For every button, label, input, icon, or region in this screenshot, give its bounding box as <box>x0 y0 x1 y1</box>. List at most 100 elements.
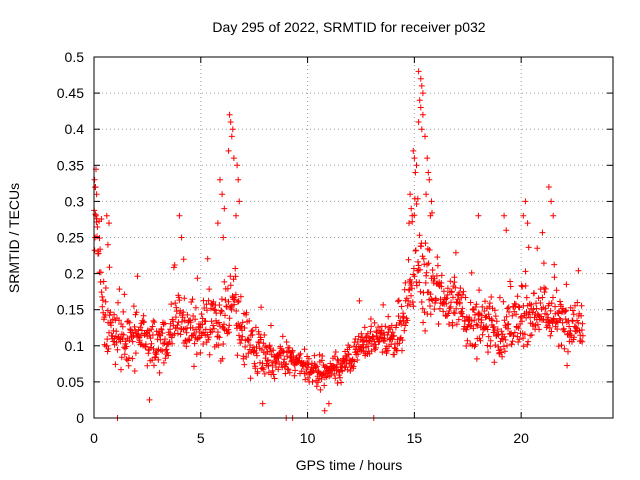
data-point <box>160 359 167 366</box>
data-point <box>317 386 324 393</box>
data-point <box>524 220 531 227</box>
data-point <box>199 321 206 328</box>
data-point <box>507 331 514 338</box>
data-point <box>387 326 394 333</box>
data-point <box>417 288 424 295</box>
data-point <box>533 305 540 312</box>
data-point <box>218 308 225 315</box>
data-point <box>226 329 232 336</box>
data-point <box>379 349 386 356</box>
data-point <box>425 260 432 267</box>
data-point <box>550 294 556 301</box>
data-point <box>215 342 222 349</box>
data-point <box>98 216 105 222</box>
data-point <box>540 316 547 323</box>
data-point <box>579 320 586 327</box>
data-point <box>188 299 195 305</box>
data-point <box>484 342 491 349</box>
data-point <box>334 356 341 363</box>
data-point <box>204 255 211 262</box>
data-point <box>569 307 576 314</box>
data-point <box>411 273 418 280</box>
data-point <box>496 294 503 301</box>
data-point <box>247 375 254 382</box>
data-point <box>434 254 441 261</box>
data-point <box>192 304 199 311</box>
data-point <box>157 336 164 343</box>
data-point <box>408 280 415 287</box>
data-point <box>523 294 530 301</box>
data-point <box>336 372 343 379</box>
data-point <box>579 338 586 345</box>
data-point <box>264 348 271 355</box>
data-point <box>467 299 474 306</box>
data-point <box>431 306 438 313</box>
data-point <box>507 283 514 290</box>
x-tick-label: 0 <box>90 430 98 446</box>
data-point <box>224 285 231 292</box>
data-point <box>418 82 425 89</box>
data-point <box>339 368 346 375</box>
data-point <box>445 310 452 317</box>
data-point <box>132 350 139 357</box>
data-point <box>222 297 229 303</box>
data-point <box>229 126 236 133</box>
data-point <box>174 322 181 329</box>
data-point <box>561 345 568 352</box>
data-point <box>156 369 163 376</box>
data-point <box>164 349 171 356</box>
data-point <box>232 291 239 298</box>
data-point <box>321 407 328 414</box>
data-point <box>253 350 260 356</box>
data-point <box>286 344 293 351</box>
data-point <box>334 361 340 368</box>
data-point <box>221 278 228 285</box>
data-point <box>215 319 222 326</box>
data-point <box>232 265 239 272</box>
data-point <box>345 351 352 358</box>
data-point <box>422 327 429 334</box>
data-point <box>344 356 350 362</box>
data-point <box>116 286 123 293</box>
data-point <box>422 133 428 140</box>
data-point <box>95 250 102 257</box>
data-point <box>412 169 419 176</box>
data-point <box>97 269 104 276</box>
data-point <box>162 336 168 343</box>
data-point <box>248 328 255 335</box>
data-point <box>197 324 204 331</box>
data-point <box>546 318 553 325</box>
x-tick-label: 20 <box>513 430 529 446</box>
y-tick-label: 0.45 <box>57 85 84 101</box>
data-point <box>459 305 466 312</box>
data-point <box>423 191 430 198</box>
data-point <box>194 275 201 282</box>
data-point <box>354 357 361 363</box>
data-point <box>231 296 238 303</box>
data-point <box>578 327 585 333</box>
data-point <box>258 304 265 311</box>
data-point <box>456 300 463 307</box>
data-point <box>501 317 508 324</box>
data-point <box>184 311 191 318</box>
data-point <box>456 289 463 296</box>
data-point <box>247 342 253 349</box>
y-tick-label: 0.4 <box>65 121 85 137</box>
data-point <box>214 220 221 227</box>
data-point <box>265 363 272 369</box>
data-point <box>413 162 420 169</box>
data-point <box>148 340 155 347</box>
data-point <box>535 295 542 302</box>
data-point <box>110 338 117 345</box>
data-point <box>155 356 162 363</box>
data-point <box>404 317 411 324</box>
data-point <box>325 368 332 375</box>
data-point <box>531 290 538 297</box>
data-point <box>530 323 537 330</box>
data-point <box>131 323 138 330</box>
data-point <box>571 334 578 341</box>
data-point <box>558 342 565 349</box>
data-point <box>180 256 187 263</box>
data-point <box>457 309 464 316</box>
